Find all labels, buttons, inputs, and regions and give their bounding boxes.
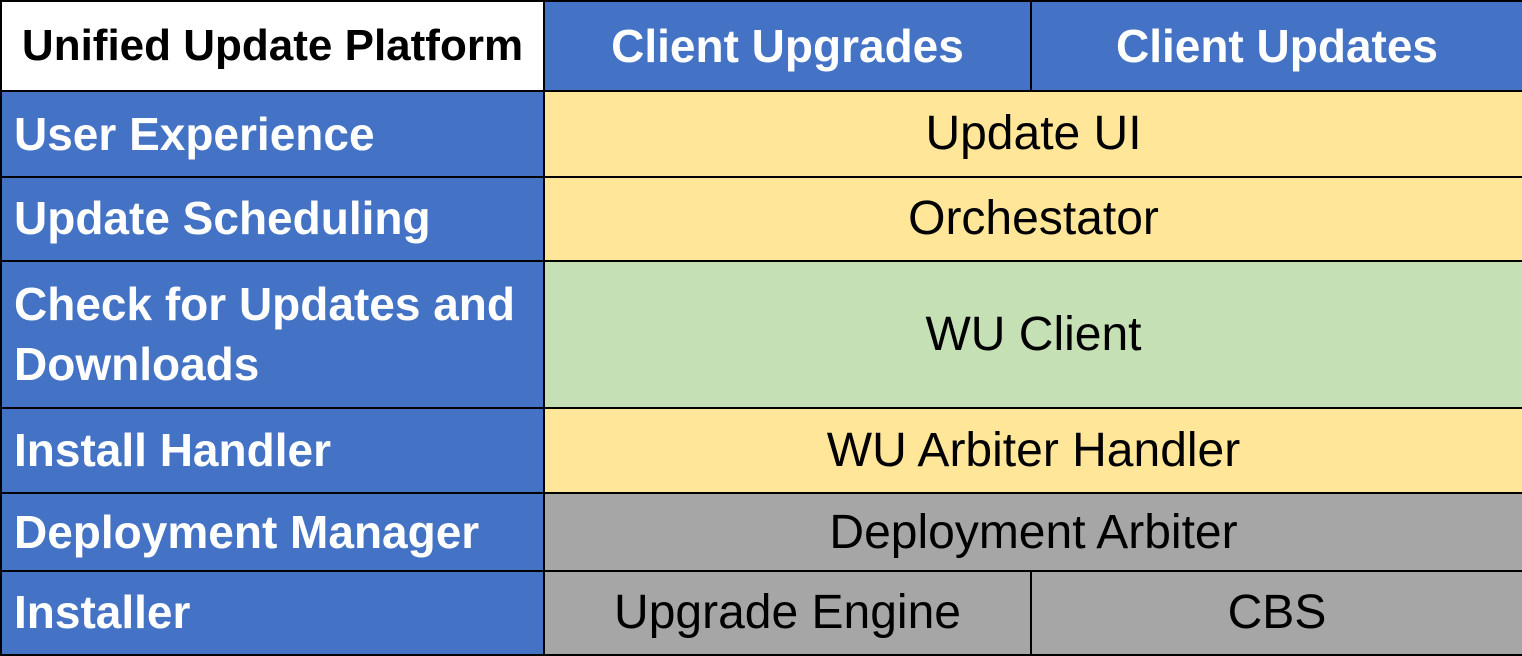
table-row: User Experience Update UI: [0, 90, 1522, 178]
table-row: Update Scheduling Orchestator: [0, 175, 1522, 262]
row-label-installer: Installer: [0, 569, 545, 656]
table-row: Deployment Manager Deployment Arbiter: [0, 492, 1522, 572]
table-row: Install Handler WU Arbiter Handler: [0, 407, 1522, 495]
column-header-client-updates: Client Updates: [1030, 0, 1522, 93]
cell-deployment-arbiter: Deployment Arbiter: [543, 492, 1522, 572]
row-label-install-handler: Install Handler: [0, 407, 545, 495]
table-title: Unified Update Platform: [0, 0, 545, 93]
table-row: Check for Updates and Downloads WU Clien…: [0, 259, 1522, 410]
column-header-client-upgrades: Client Upgrades: [543, 0, 1032, 93]
header-row: Unified Update Platform Client Upgrades …: [0, 0, 1522, 93]
table-row: Installer Upgrade Engine CBS: [0, 569, 1522, 656]
row-label-update-scheduling: Update Scheduling: [0, 175, 545, 262]
cell-orchestator: Orchestator: [543, 175, 1522, 262]
cell-update-ui: Update UI: [543, 90, 1522, 178]
cell-cbs: CBS: [1030, 569, 1522, 656]
row-label-deployment-manager: Deployment Manager: [0, 492, 545, 572]
cell-wu-arbiter-handler: WU Arbiter Handler: [543, 407, 1522, 495]
cell-upgrade-engine: Upgrade Engine: [543, 569, 1032, 656]
row-label-check-for-updates-and-downloads: Check for Updates and Downloads: [0, 259, 545, 410]
row-label-user-experience: User Experience: [0, 90, 545, 178]
cell-wu-client: WU Client: [543, 259, 1522, 410]
